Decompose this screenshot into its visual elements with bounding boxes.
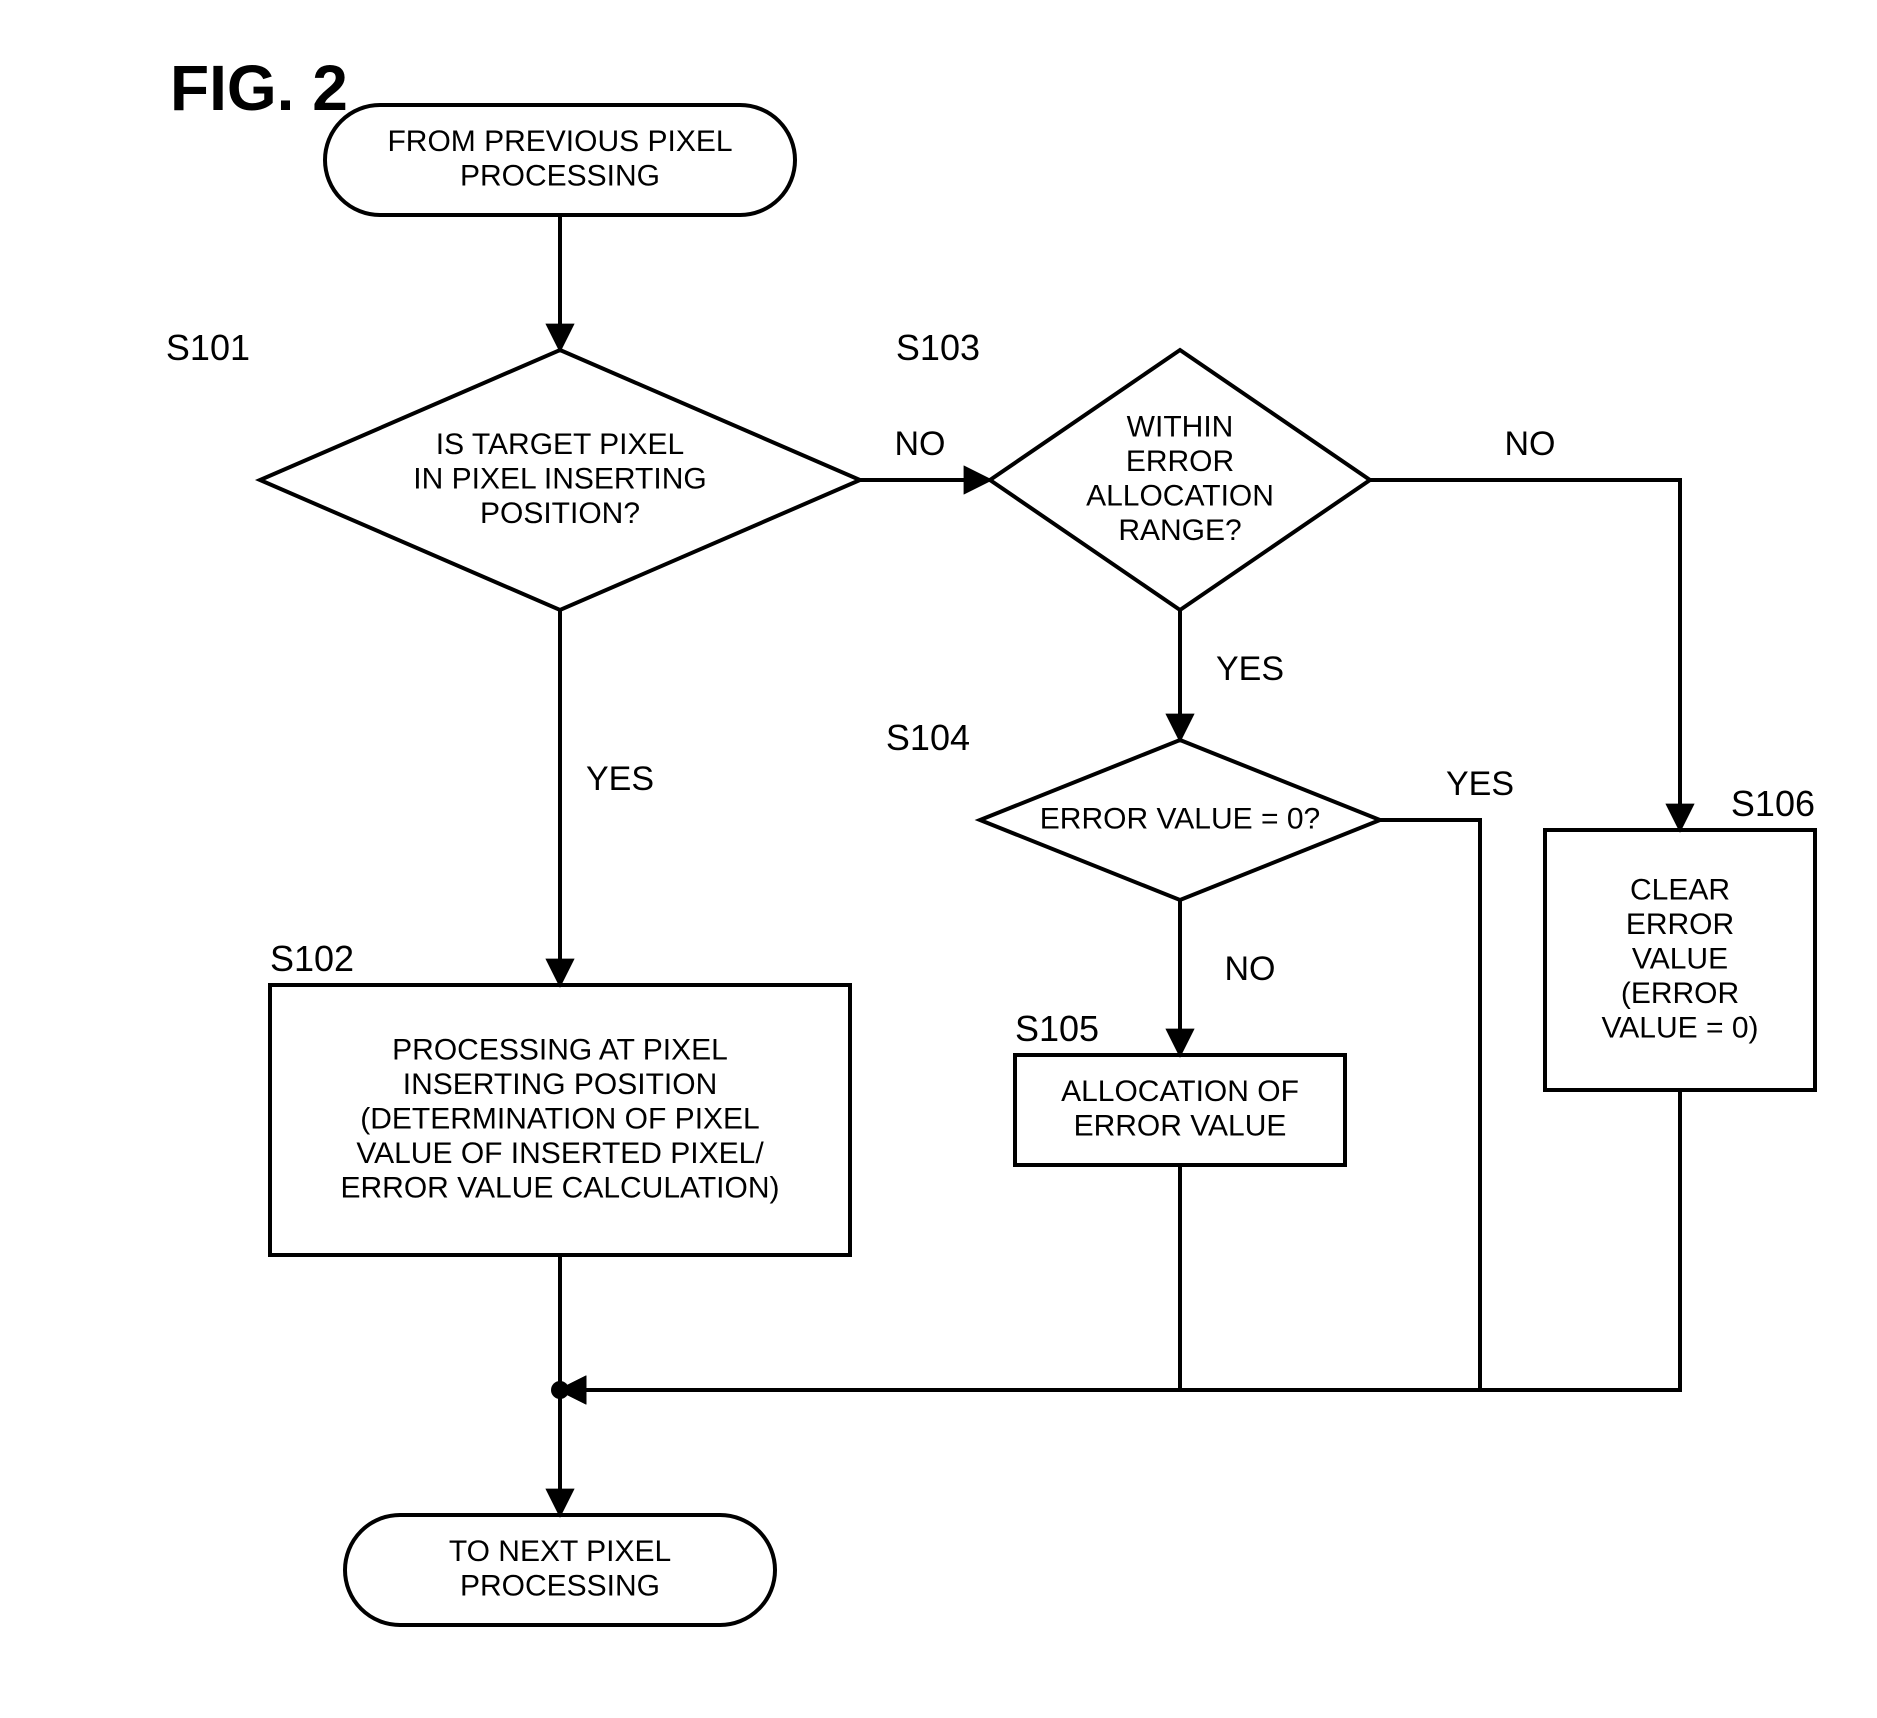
step-label: S103 (896, 327, 980, 368)
end-text-line: PROCESSING (460, 1570, 660, 1603)
end-text-line: TO NEXT PIXEL (449, 1535, 671, 1568)
decision-s104: ERROR VALUE = 0? S104 (886, 717, 1380, 900)
edge-label: YES (1216, 650, 1284, 688)
s103-text-line: ALLOCATION (1086, 480, 1274, 513)
terminator-end: TO NEXT PIXELPROCESSING (345, 1515, 775, 1625)
s106-text-line: (ERROR (1621, 977, 1739, 1010)
s103-text-line: WITHIN (1127, 411, 1234, 444)
terminator-start: FROM PREVIOUS PIXELPROCESSING (325, 105, 795, 215)
start-text-line: FROM PREVIOUS PIXEL (387, 125, 732, 158)
edge-label: YES (1446, 765, 1514, 803)
decision-s101: IS TARGET PIXELIN PIXEL INSERTINGPOSITIO… (166, 327, 860, 610)
s102-text-line: INSERTING POSITION (403, 1068, 718, 1101)
s101-text-line: IS TARGET PIXEL (436, 428, 684, 461)
s106-text-line: CLEAR (1630, 873, 1730, 906)
s102-text-line: (DETERMINATION OF PIXEL (360, 1102, 759, 1135)
start-text-line: PROCESSING (460, 160, 660, 193)
s105-text-line: ALLOCATION OF (1061, 1075, 1299, 1108)
edge-label: NO (1505, 425, 1556, 463)
edge-4 (1370, 480, 1680, 830)
s102-text-line: ERROR VALUE CALCULATION) (341, 1171, 780, 1204)
edge-label: NO (895, 425, 946, 463)
figure-title: FIG. 2 (170, 52, 348, 124)
decision-s103: WITHINERRORALLOCATIONRANGE? S103 (896, 327, 1370, 610)
step-label: S106 (1731, 783, 1815, 824)
step-label: S104 (886, 717, 970, 758)
step-label: S102 (270, 938, 354, 979)
s102-text-line: VALUE OF INSERTED PIXEL/ (356, 1137, 764, 1170)
s105-text-line: ERROR VALUE (1074, 1110, 1287, 1143)
s101-text-line: POSITION? (480, 497, 640, 530)
step-label: S105 (1015, 1008, 1099, 1049)
step-label: S101 (166, 327, 250, 368)
s104-text-line: ERROR VALUE = 0? (1040, 802, 1320, 835)
process-s102: PROCESSING AT PIXELINSERTING POSITION(DE… (270, 938, 850, 1255)
s106-text-line: VALUE = 0) (1601, 1011, 1758, 1044)
s102-text-line: PROCESSING AT PIXEL (392, 1033, 728, 1066)
s103-text-line: RANGE? (1118, 514, 1241, 547)
s101-text-line: IN PIXEL INSERTING (413, 462, 706, 495)
edge-label: NO (1225, 950, 1276, 988)
edge-label: YES (586, 760, 654, 798)
s106-text-line: VALUE (1632, 942, 1728, 975)
s103-text-line: ERROR (1126, 445, 1234, 478)
s106-text-line: ERROR (1626, 908, 1734, 941)
